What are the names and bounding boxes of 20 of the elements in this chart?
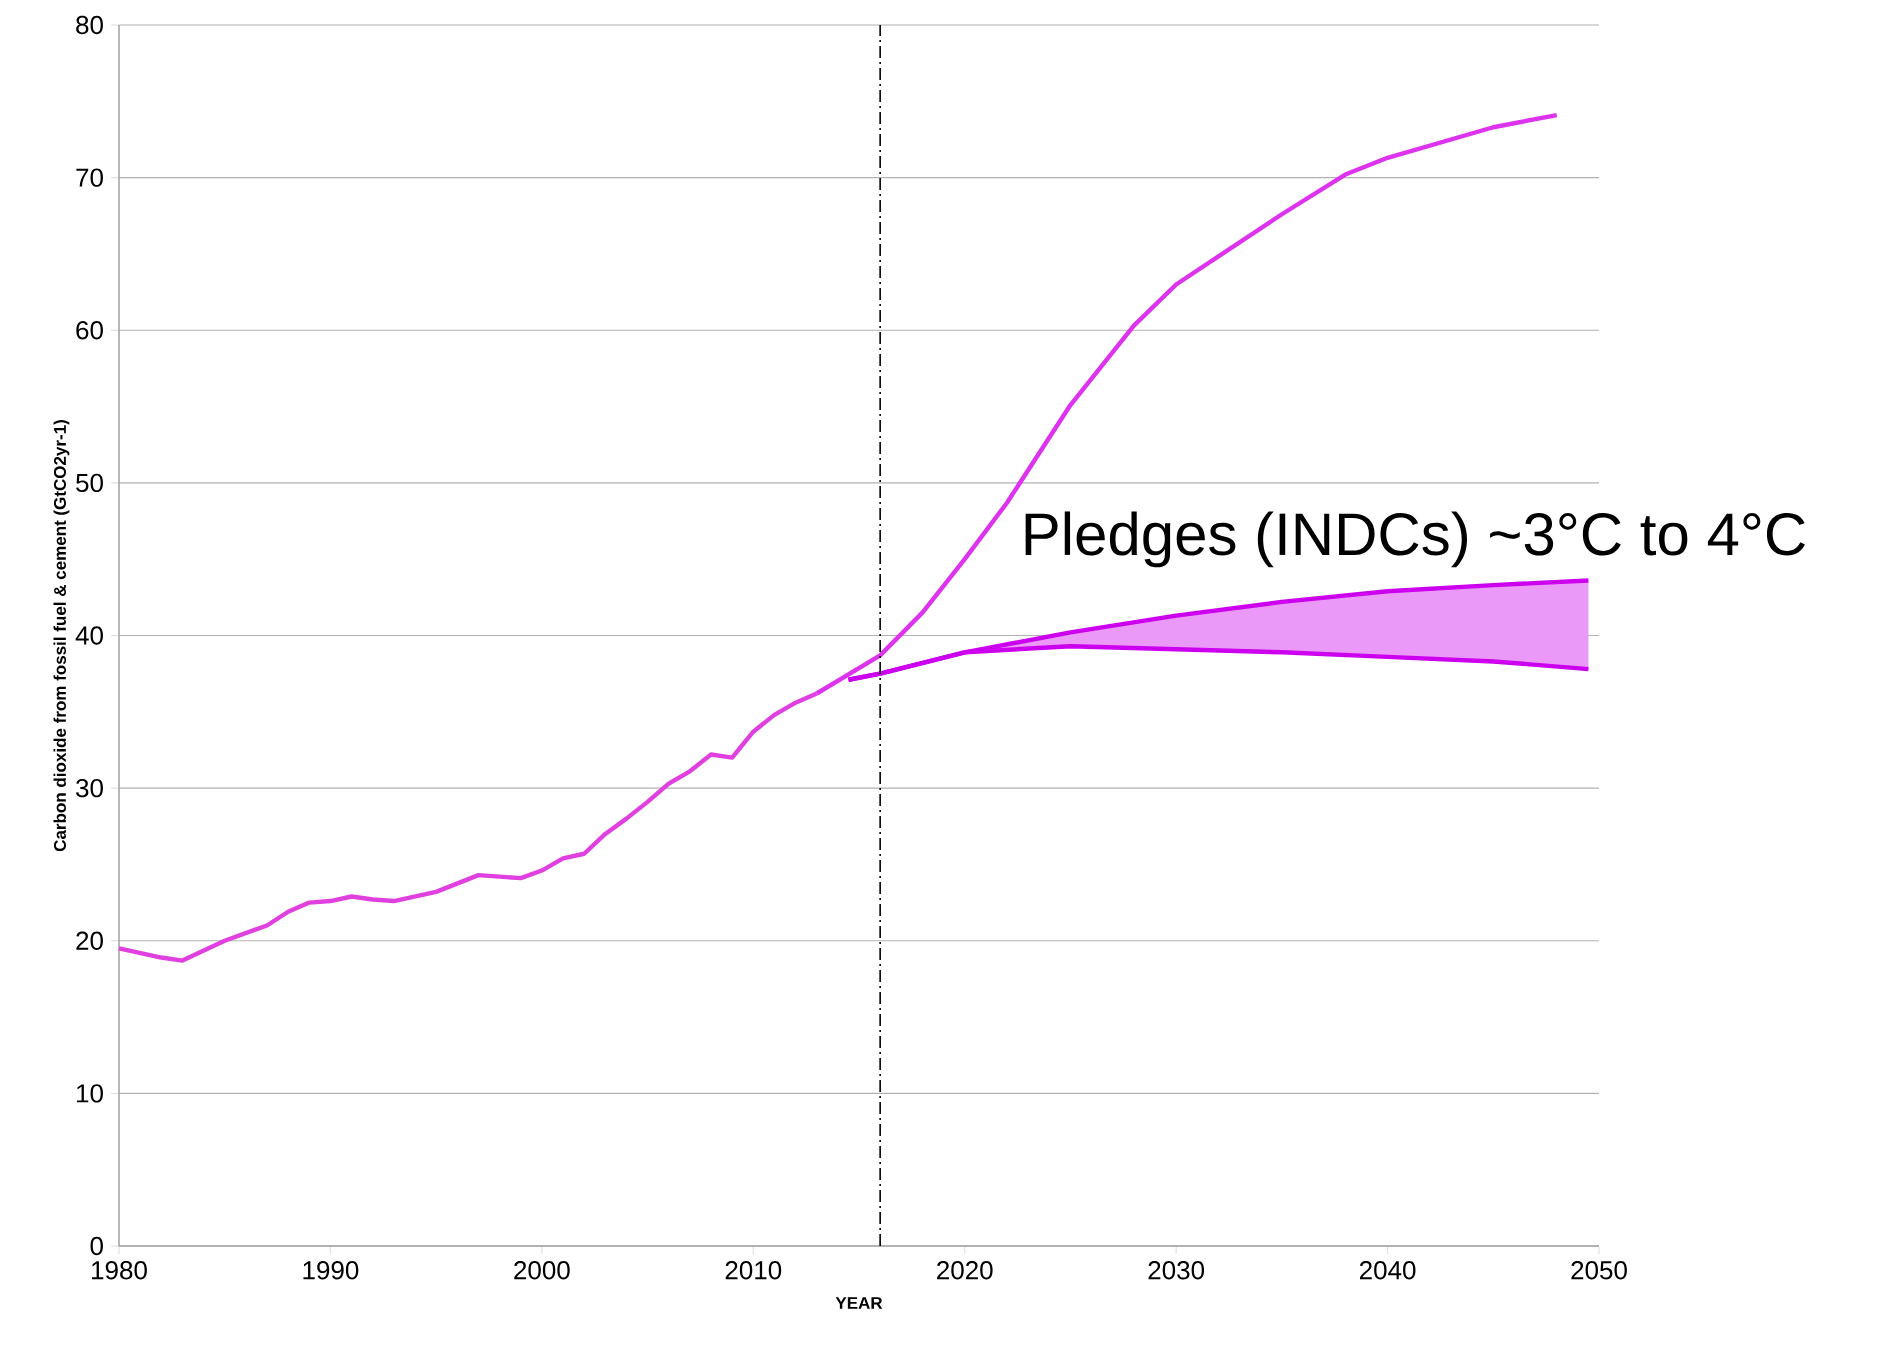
x-tick-label: 1990 <box>303 1261 359 1280</box>
annotation: Pledges (INDCs) ~3°C to 4°C <box>1025 511 1805 568</box>
y-axis-title: Carbon dioxide from fossil fuel & cement (GtCO2yr-1) <box>53 420 70 852</box>
y-tick-label: 60 <box>76 321 103 340</box>
x-tick-label: 2000 <box>514 1261 570 1280</box>
x-axis-title: YEAR <box>835 1297 883 1309</box>
x-tick-label: 1980 <box>92 1261 147 1280</box>
x-tick-label: 2020 <box>937 1261 993 1280</box>
y-tick-label: 30 <box>76 778 103 798</box>
y-tick-label: 50 <box>76 473 103 493</box>
y-tick-label: 10 <box>77 1084 103 1103</box>
x-tick-label: 2010 <box>725 1261 782 1280</box>
x-tick-label: 2030 <box>1148 1261 1205 1280</box>
x-tick-label: 2050 <box>1571 1261 1627 1280</box>
y-tick-label: 20 <box>76 931 103 950</box>
x-tick-label: 2040 <box>1359 1261 1416 1280</box>
y-tick-label: 70 <box>76 168 103 187</box>
y-tick-label: 80 <box>76 15 103 35</box>
y-tick-label: 0 <box>90 1236 103 1256</box>
y-tick-label: 40 <box>75 626 103 645</box>
